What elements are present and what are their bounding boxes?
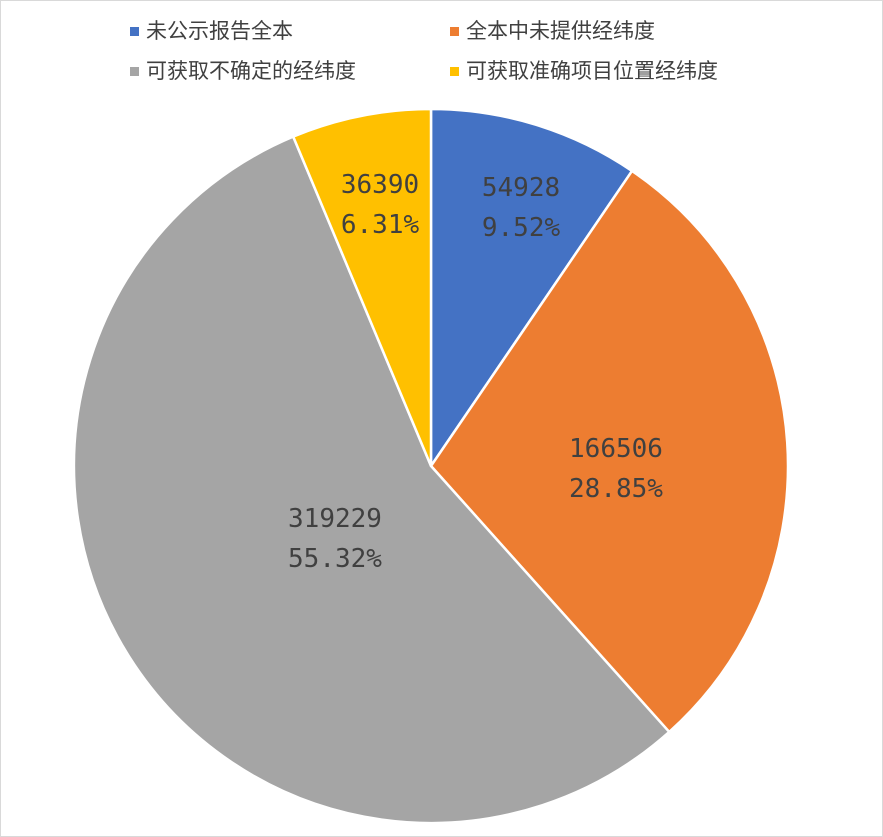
legend-label-accurate-coordinates: 可获取准确项目位置经纬度 bbox=[466, 59, 718, 83]
pie-slice-no-coordinates bbox=[429, 169, 790, 734]
data-label-value-unpublished-report: 54928 bbox=[482, 173, 560, 203]
legend-item-uncertain-coordinates: 可获取不确定的经纬度 bbox=[130, 58, 450, 84]
pie-slice-accurate-coordinates bbox=[291, 107, 433, 468]
legend-label-unpublished-report: 未公示报告全本 bbox=[146, 19, 293, 43]
legend-item-unpublished-report: 未公示报告全本 bbox=[130, 18, 450, 44]
data-label-percent-accurate-coordinates: 6.31% bbox=[341, 210, 420, 240]
data-label-value-no-coordinates: 166506 bbox=[569, 434, 663, 464]
legend-item-accurate-coordinates: 可获取准确项目位置经纬度 bbox=[450, 58, 780, 84]
legend: 未公示报告全本 全本中未提供经纬度 可获取不确定的经纬度 可获取准确项目位置经纬… bbox=[130, 18, 830, 84]
data-label-value-uncertain-coordinates: 319229 bbox=[288, 504, 382, 534]
legend-item-no-coordinates: 全本中未提供经纬度 bbox=[450, 18, 780, 44]
legend-label-no-coordinates: 全本中未提供经纬度 bbox=[466, 19, 655, 43]
pie-slice-unpublished-report bbox=[429, 107, 634, 468]
legend-swatch-blue bbox=[130, 26, 139, 36]
data-label-percent-no-coordinates: 28.85% bbox=[569, 474, 663, 504]
legend-swatch-yellow bbox=[450, 66, 459, 76]
legend-swatch-gray bbox=[130, 66, 139, 76]
legend-swatch-orange bbox=[450, 26, 459, 36]
data-label-percent-unpublished-report: 9.52% bbox=[482, 213, 561, 243]
legend-label-uncertain-coordinates: 可获取不确定的经纬度 bbox=[146, 59, 356, 83]
pie-slice-uncertain-coordinates bbox=[72, 135, 671, 825]
data-label-percent-uncertain-coordinates: 55.32% bbox=[288, 544, 382, 574]
data-label-value-accurate-coordinates: 36390 bbox=[341, 170, 419, 200]
